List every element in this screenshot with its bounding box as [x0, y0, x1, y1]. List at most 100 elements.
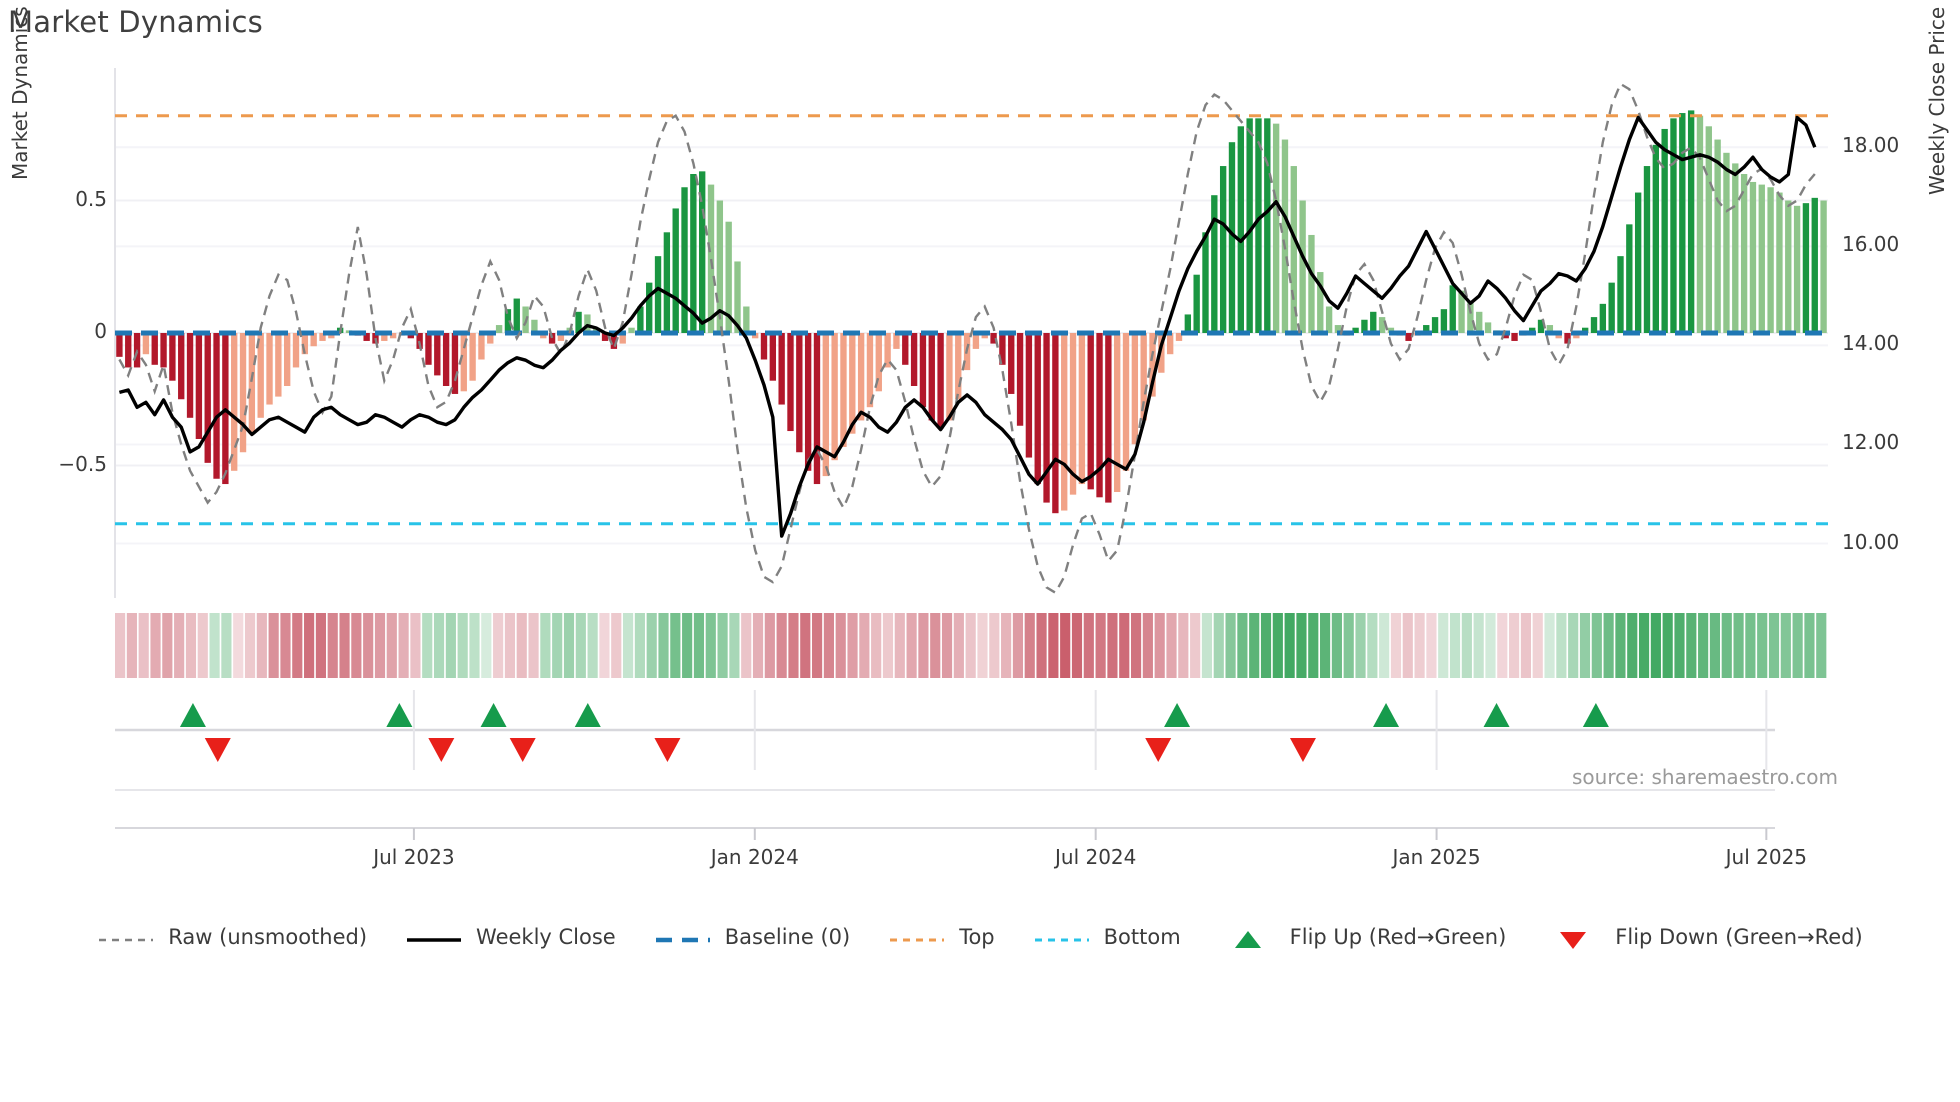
- heatmap-cell: [1249, 613, 1260, 678]
- dynamics-bar: [1555, 333, 1562, 339]
- dynamics-bar: [248, 333, 256, 434]
- dynamics-bar: [910, 333, 918, 386]
- dynamics-bar: [1449, 285, 1456, 333]
- heatmap-cell: [1308, 613, 1319, 678]
- dynamics-bar: [1643, 166, 1651, 333]
- dynamics-bar: [866, 333, 874, 408]
- dynamics-bar: [1114, 333, 1121, 492]
- dynamics-bar: [875, 333, 882, 392]
- dynamics-bar: [425, 333, 432, 365]
- heatmap-cell: [859, 613, 870, 678]
- heatmap-cell: [185, 613, 197, 678]
- legend-item[interactable]: Raw (unsmoothed): [97, 925, 367, 949]
- dynamics-bar: [1334, 325, 1342, 333]
- heatmap-cell: [1296, 613, 1307, 678]
- dynamics-bar: [884, 333, 891, 368]
- dynamics-bar: [478, 333, 485, 360]
- dynamics-bar: [1749, 181, 1757, 333]
- dynamics-bar: [981, 333, 988, 339]
- heatmap-cell: [197, 613, 208, 678]
- dynamics-bar: [1599, 303, 1607, 333]
- dynamics-bar: [1052, 333, 1059, 514]
- dynamics-bar: [1219, 166, 1227, 333]
- heatmap-cell: [1225, 613, 1236, 678]
- flip-down-marker: [204, 738, 231, 762]
- heatmap-cell: [1520, 613, 1532, 678]
- dynamics-bar: [1458, 290, 1465, 333]
- dynamics-bar: [213, 333, 220, 479]
- dynamics-bar: [1617, 256, 1624, 333]
- heatmap-cell: [658, 613, 669, 678]
- heatmap-cell: [162, 613, 173, 678]
- dynamics-bar: [1043, 333, 1050, 503]
- heatmap-cell: [433, 613, 445, 678]
- heatmap-cell: [552, 613, 563, 678]
- dynamics-bar: [1440, 309, 1448, 333]
- raw-unsmoothed-line: [118, 82, 1816, 595]
- dynamics-bar: [1423, 325, 1430, 333]
- dynamics-bar: [1537, 319, 1545, 333]
- heatmap-cell: [351, 613, 362, 678]
- dynamics-bar: [1352, 327, 1359, 333]
- legend-item[interactable]: Top: [888, 925, 995, 949]
- legend-item[interactable]: Baseline (0): [654, 925, 850, 949]
- dynamics-bar: [195, 333, 203, 439]
- dynamics-bar: [893, 333, 900, 349]
- dynamics-bar: [1025, 333, 1033, 458]
- flip-up-icon: [1219, 929, 1277, 948]
- heatmap-cell: [398, 613, 409, 678]
- heatmap-cell: [1119, 613, 1130, 678]
- heatmap-cell: [410, 613, 421, 678]
- dynamics-bar: [1264, 118, 1271, 333]
- dynamics-bar: [1793, 205, 1801, 333]
- heatmap-cell: [1698, 613, 1709, 678]
- heatmap-cell: [457, 613, 468, 678]
- dynamics-bar: [1502, 333, 1509, 339]
- dynamics-bar: [275, 333, 282, 397]
- heatmap-cell: [1461, 613, 1472, 678]
- dynamics-bar: [328, 333, 335, 339]
- dynamics-bar: [831, 333, 838, 461]
- legend-label: Bottom: [1103, 925, 1181, 949]
- flip-up-marker: [1373, 703, 1400, 727]
- dynamics-bar: [1034, 333, 1041, 485]
- heatmap-cell: [327, 613, 338, 678]
- dynamics-bar: [1679, 113, 1686, 333]
- heatmap-cell: [540, 613, 551, 678]
- dynamics-bar: [301, 333, 309, 355]
- dynamics-bar: [1255, 118, 1262, 333]
- dynamics-bar: [760, 333, 768, 360]
- dynamics-bar: [1661, 128, 1668, 333]
- heatmap-cell: [776, 613, 787, 678]
- dynamics-bar: [999, 333, 1006, 365]
- dynamics-bar: [1705, 126, 1712, 333]
- heatmap-cell: [280, 613, 291, 678]
- raw-line-swatch: [97, 929, 155, 945]
- dynamics-bar: [575, 311, 582, 333]
- dynamics-bar: [1140, 333, 1147, 421]
- legend-item[interactable]: Flip Down (Green→Red): [1544, 925, 1863, 949]
- heatmap-cell: [1509, 613, 1520, 678]
- legend-item[interactable]: Flip Up (Red→Green): [1219, 925, 1506, 949]
- heatmap-cell: [504, 613, 516, 678]
- legend-label: Top: [959, 925, 995, 949]
- weekly-close-swatch: [405, 929, 463, 945]
- heatmap-cell: [847, 613, 858, 678]
- page-title: Market Dynamics: [8, 5, 263, 39]
- heatmap-cell: [682, 613, 693, 678]
- dynamics-bar: [707, 184, 715, 333]
- dynamics-bar: [1387, 327, 1395, 333]
- heatmap-cell: [1485, 613, 1496, 678]
- dynamics-bar: [1670, 118, 1677, 333]
- dynamics-bar: [178, 333, 185, 400]
- legend-item[interactable]: Weekly Close: [405, 925, 616, 949]
- heatmap-cell: [1343, 613, 1354, 678]
- heatmap-cell: [670, 613, 681, 678]
- dynamics-bar: [469, 333, 476, 381]
- dynamics-bar: [1652, 144, 1659, 333]
- legend-item[interactable]: Bottom: [1033, 925, 1181, 949]
- dynamics-bar: [1370, 311, 1377, 333]
- dynamics-bar: [804, 333, 812, 471]
- flip-up-marker: [574, 703, 601, 727]
- heatmap-cell: [1556, 613, 1567, 678]
